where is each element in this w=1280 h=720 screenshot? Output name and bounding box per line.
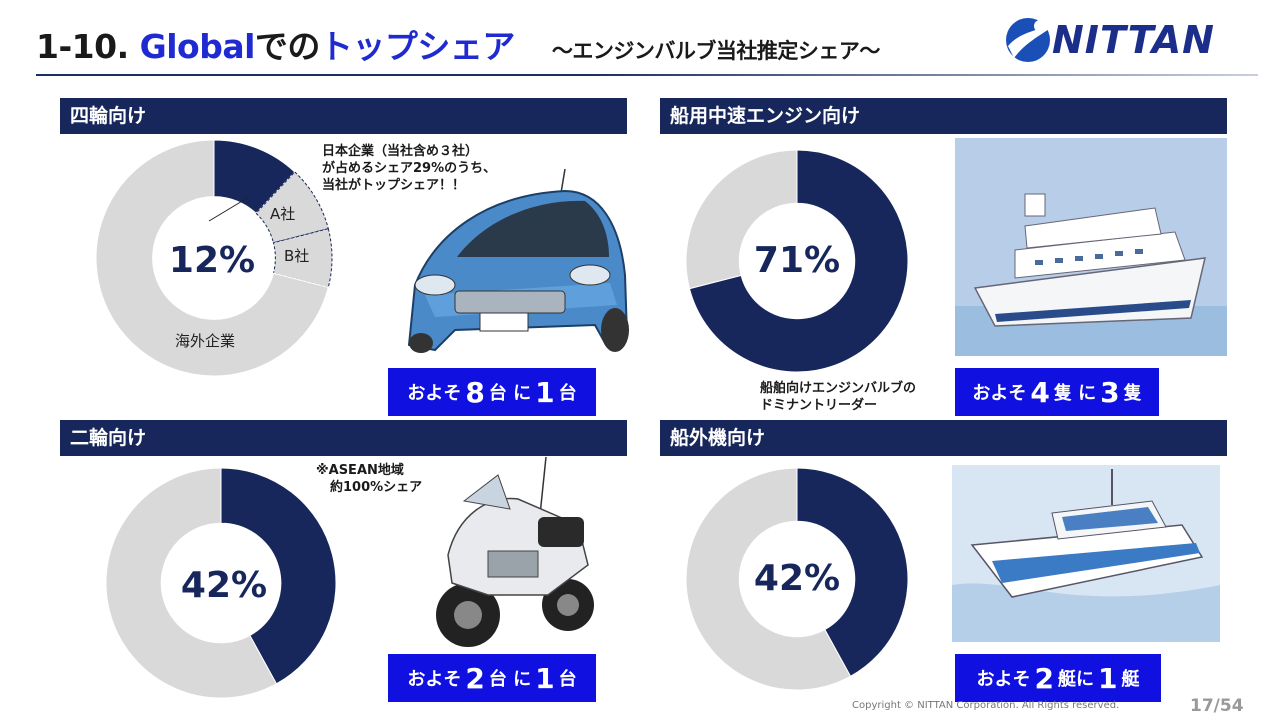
- donut-chart-marine: [684, 148, 910, 378]
- logo-wordmark: NITTAN: [1052, 18, 1215, 62]
- title-global: Global: [139, 27, 256, 66]
- center-label-moto: 42%: [180, 565, 268, 606]
- car-illustration: [395, 165, 635, 360]
- donut-slice: [685, 149, 798, 290]
- title-top-share: トップシェア: [319, 27, 516, 66]
- note-marine: 船舶向けエンジンバルブの ドミナントリーダー: [760, 381, 917, 413]
- slice-label-a: A社: [270, 205, 296, 223]
- boat-illustration: [952, 465, 1220, 642]
- donut-svg-moto: [105, 467, 337, 699]
- section-header-outboard: 船外機向け: [660, 420, 1227, 456]
- slice-label-overseas: 海外企業: [175, 332, 236, 350]
- donut-svg-auto: [95, 139, 333, 377]
- center-label-outboard: 42%: [753, 558, 841, 599]
- copyright-text: Copyright © NITTAN Corporation. All Righ…: [852, 700, 1120, 711]
- donut-slice: [95, 139, 329, 377]
- page-subtitle: ～エンジンバルブ当社推定シェア～: [551, 39, 881, 63]
- center-label-marine: 71%: [753, 240, 841, 281]
- donut-slice: [796, 467, 909, 677]
- donut-slice: [685, 467, 852, 691]
- donut-chart-outboard: [684, 466, 910, 696]
- donut-slice: [272, 228, 333, 288]
- header-divider: [36, 74, 1258, 76]
- note-moto: ※ASEAN地域 約100%シェア: [316, 463, 423, 495]
- motorcycle-illustration: [428, 455, 598, 655]
- nittan-logo: [1000, 12, 1260, 68]
- donut-svg-marine: [685, 149, 909, 373]
- page-number: 17/54: [1190, 696, 1244, 716]
- section-header-marine: 船用中速エンジン向け: [660, 98, 1227, 134]
- nittan-logo-mark-icon: [1006, 18, 1056, 62]
- donut-slice: [105, 467, 278, 699]
- donut-slice: [688, 149, 909, 373]
- donut-slice: [220, 467, 337, 685]
- title-number: 1-10.: [36, 27, 129, 66]
- donut-chart-auto: [94, 138, 334, 382]
- page-title: 1-10. Globalでのトップシェア ～エンジンバルブ当社推定シェア～: [36, 20, 880, 68]
- slice-label-b: B社: [284, 247, 310, 265]
- leader-line: [208, 196, 250, 222]
- center-label-auto: 12%: [168, 240, 256, 281]
- section-header-auto: 四輪向け: [60, 98, 627, 134]
- donut-svg-outboard: [685, 467, 909, 691]
- section-header-moto: 二輪向け: [60, 420, 627, 456]
- note-auto: 日本企業（当社含め３社） が占めるシェア29%のうち、 当社がトップシェア！！: [322, 144, 497, 193]
- title-de-no: での: [254, 27, 321, 66]
- ship-illustration: [955, 138, 1227, 356]
- donut-chart-moto: [104, 466, 338, 704]
